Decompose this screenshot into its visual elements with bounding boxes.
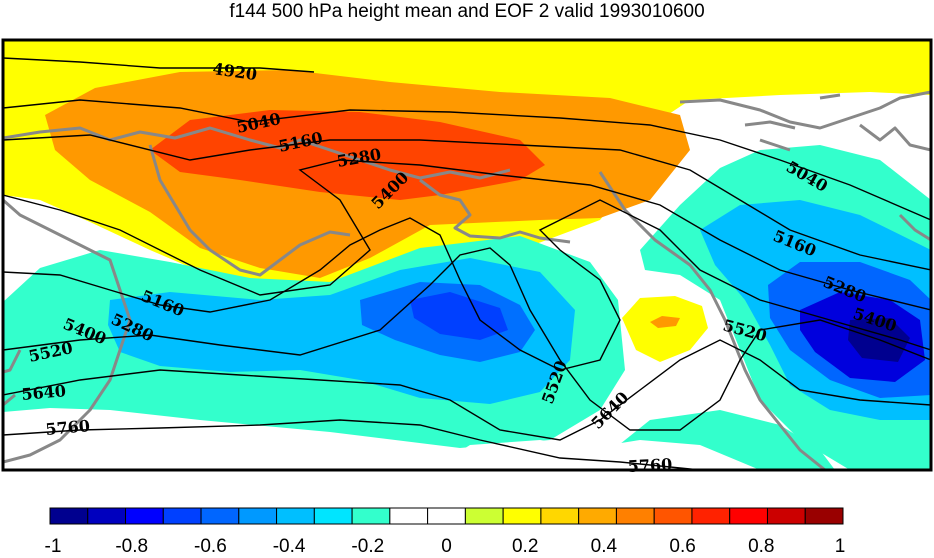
contour-5760 [3, 419, 701, 470]
map-title: f144 500 hPa height mean and EOF 2 valid… [229, 1, 705, 22]
colorbar-swatch [615, 507, 655, 525]
contour-5160 [3, 134, 931, 271]
shaded-field [3, 40, 931, 470]
coastline-kamchatka [148, 144, 351, 277]
colorbar-swatch [804, 507, 844, 525]
coastline-arctic-islands [744, 93, 841, 152]
colorbar-swatch [464, 507, 504, 525]
colorbar-tick-label: -0.8 [115, 536, 149, 557]
colorbar-tick-label: 0 [441, 536, 452, 557]
colorbar-swatch [389, 507, 429, 525]
colorbar-tick-label: 0.6 [669, 536, 696, 557]
coastline-north-america [598, 171, 826, 470]
height-contours [3, 57, 931, 470]
negative-west-core [410, 292, 508, 340]
contour-5400 [3, 199, 931, 371]
colorbar-swatch [49, 507, 89, 525]
colorbar-swatch [502, 507, 542, 525]
colorbar-swatch [766, 507, 806, 525]
contour-5520 [3, 247, 931, 431]
colorbar-swatch [125, 507, 164, 525]
colorbar-swatch [238, 507, 278, 525]
colorbar-swatch [162, 507, 202, 525]
colorbar-swatch [276, 507, 315, 525]
contour-label: 5760 [45, 416, 91, 439]
colorbar-swatch [313, 507, 353, 525]
colorbar-tick-label: 1 [834, 536, 846, 557]
colorbar [49, 507, 844, 525]
colorbar-swatch [87, 507, 127, 525]
coastline-japan [3, 349, 22, 407]
colorbar-tick-label: -1 [44, 536, 62, 557]
colorbar-tick-label: 0.4 [590, 536, 618, 557]
colorbar-tick-label: 0.2 [511, 536, 539, 557]
coastlines [3, 90, 931, 470]
coastline-asia-east [3, 198, 132, 464]
colorbar-swatch [653, 507, 693, 525]
map-frame [1, 38, 933, 472]
coastline-alaska [419, 178, 571, 244]
colorbar-swatch [691, 507, 731, 525]
contour-5280 [3, 159, 931, 311]
coastline-hudson-bay [859, 123, 931, 242]
contour-label: 5640 [21, 381, 67, 404]
colorbar-tick-label: -0.4 [272, 536, 306, 557]
colorbar-tick-label: -0.2 [351, 536, 385, 557]
contour-label: 5760 [627, 455, 672, 476]
colorbar-swatch [200, 507, 240, 525]
colorbar-swatch [540, 507, 580, 525]
positive-patch-core [650, 316, 680, 328]
colorbar-swatch [351, 507, 391, 525]
colorbar-swatch [427, 507, 466, 525]
contour-5640 [3, 339, 931, 441]
colorbar-tick-label: 0.8 [748, 536, 775, 557]
contour-4920 [3, 57, 315, 73]
coastline-north-west [3, 126, 511, 180]
colorbar-swatch [578, 507, 617, 525]
colorbar-tick-label: -0.6 [194, 536, 227, 557]
colorbar-swatch [729, 507, 768, 525]
coastline-canada [679, 90, 931, 130]
contour-5040-west [3, 99, 931, 221]
positive-patch-region [622, 296, 708, 362]
